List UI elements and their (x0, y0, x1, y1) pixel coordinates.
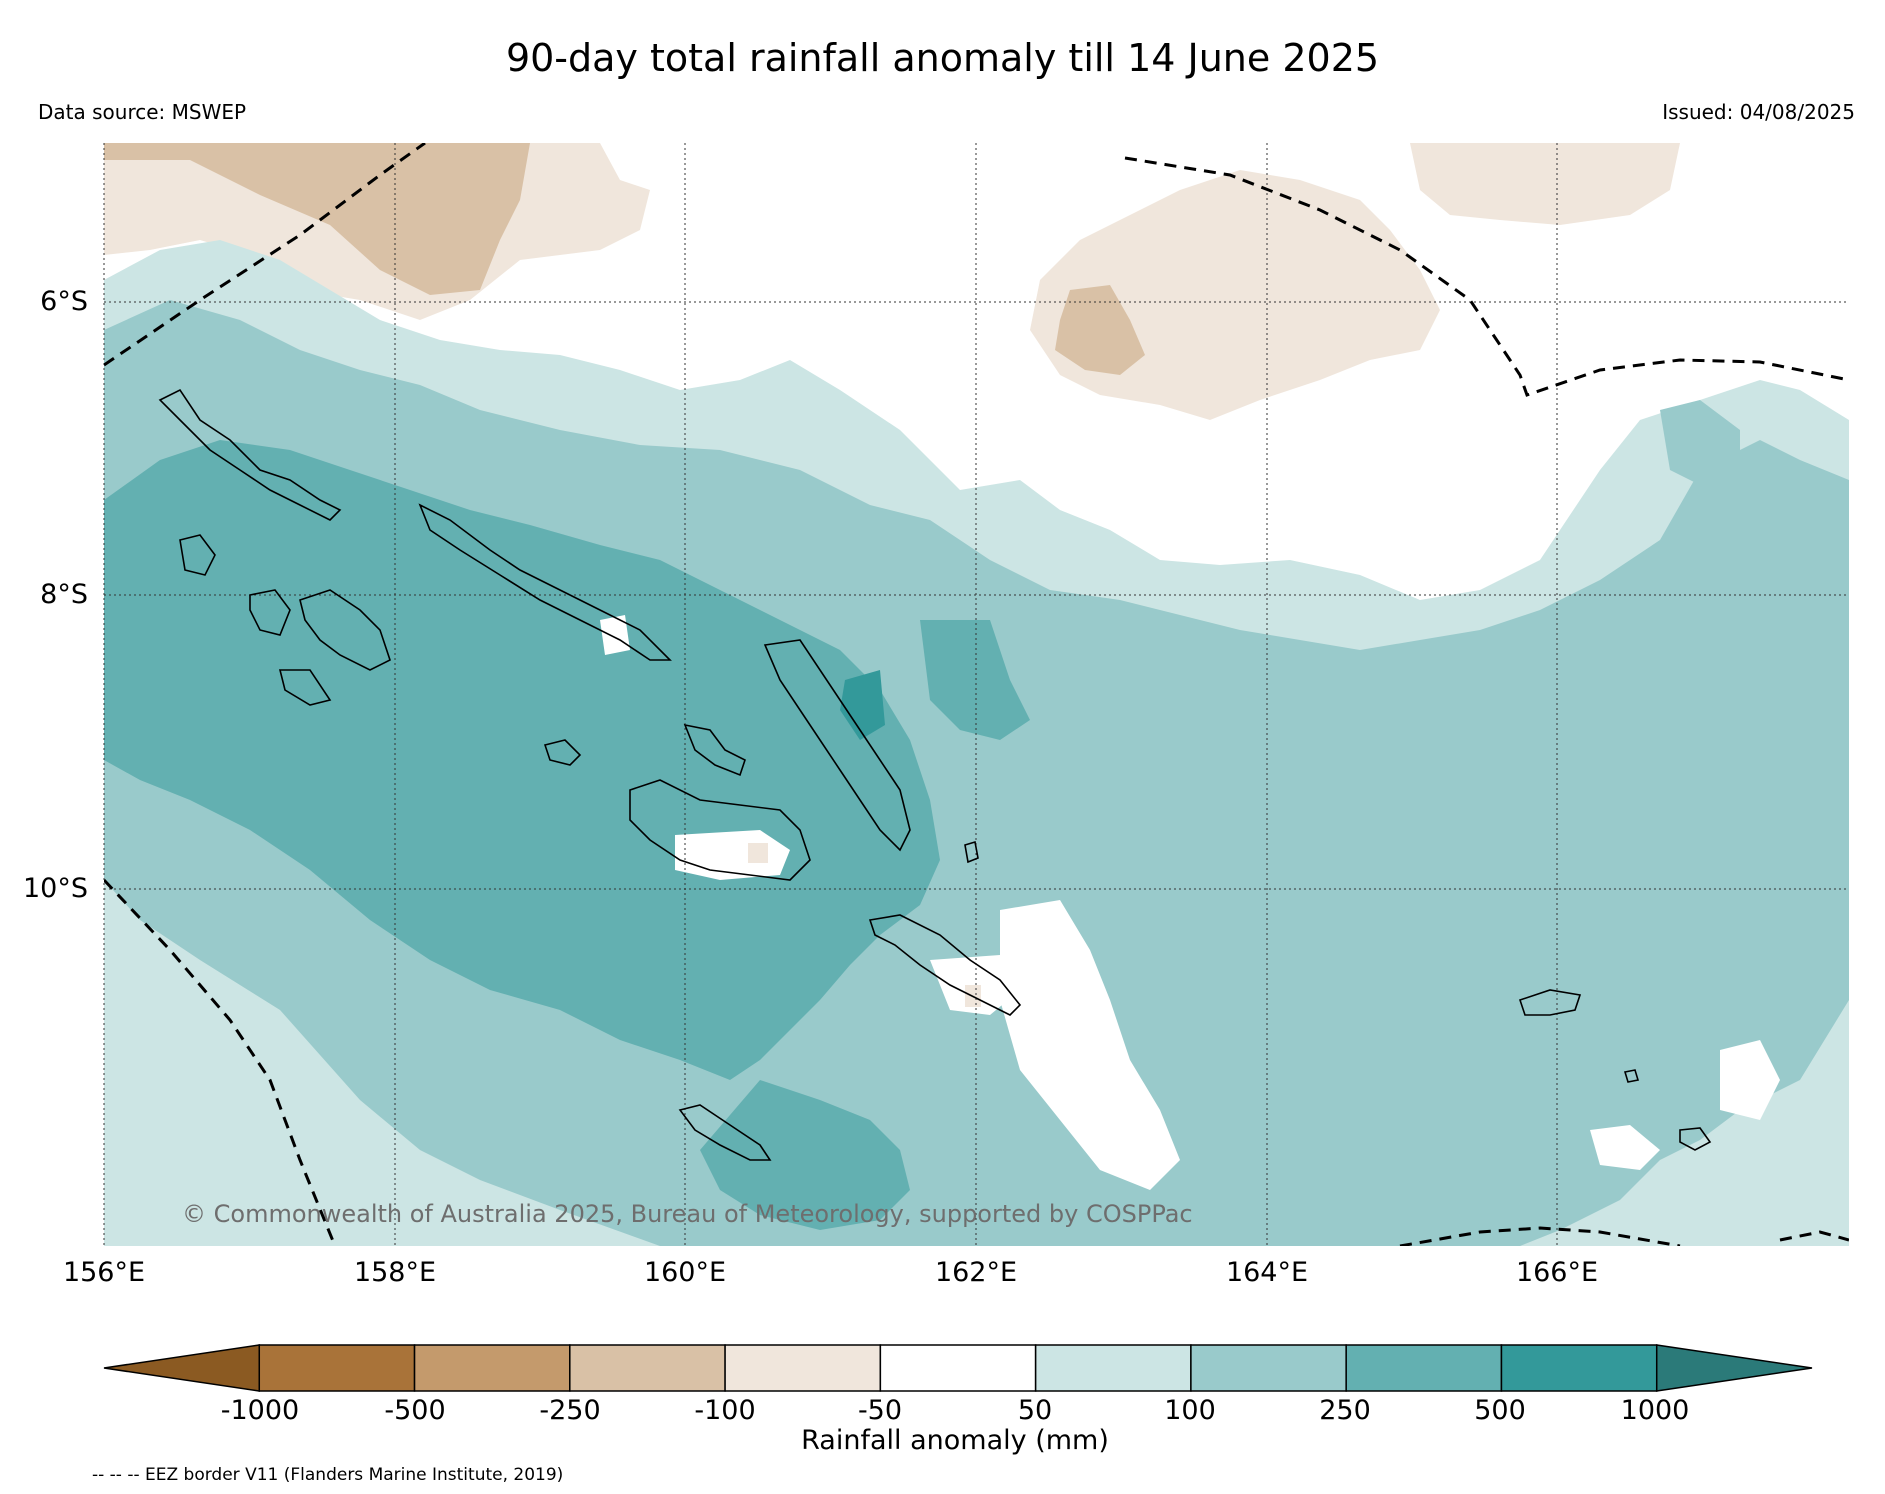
island-temotu-south (1679, 1127, 1712, 1151)
colorbar-segment-6 (1034, 1344, 1192, 1392)
low-anomaly-pocket-east (1720, 1040, 1780, 1120)
lat-label-10s: 10°S (23, 873, 88, 904)
island-shortlands (179, 534, 216, 576)
colorbar-segment-5 (879, 1344, 1037, 1392)
colorbar-title: Rainfall anomaly (mm) (801, 1425, 1109, 1456)
island-rendova (278, 669, 332, 706)
eez-borders (104, 143, 1849, 1246)
anomaly-field (104, 143, 1849, 1246)
colorbar-label-50: 50 (1017, 1395, 1053, 1426)
eez-border-north-east (1124, 156, 1849, 397)
lat-label-6s: 6°S (40, 286, 88, 317)
gridlines (103, 143, 1849, 1246)
island-santa-cruz (1518, 989, 1582, 1016)
colorbar-label-minus-1000: -1000 (220, 1395, 300, 1426)
island-florida (683, 723, 746, 777)
lon-label-160e: 160°E (643, 1257, 727, 1288)
lon-label-156e: 156°E (62, 1257, 146, 1288)
colorbar-label-minus-100: -100 (694, 1395, 756, 1426)
colorbar-segment-8 (1345, 1344, 1503, 1392)
dry-region-core-north-central (1055, 285, 1145, 375)
issued-date-label: Issued: 04/08/2025 (1662, 100, 1855, 124)
colorbar-segment-9 (1500, 1344, 1658, 1392)
island-duff (1623, 1069, 1640, 1083)
colorbar-label-minus-50: -50 (857, 1395, 903, 1426)
lon-label-162e: 162°E (934, 1257, 1018, 1288)
island-rennell (678, 1104, 772, 1161)
island-guadalcanal (629, 779, 811, 881)
dry-pocket-guadalcanal (748, 843, 768, 863)
low-anomaly-pocket-south-central (1000, 900, 1180, 1190)
low-anomaly-pocket-south-east (1590, 1125, 1660, 1170)
colorbar-segment-2 (413, 1344, 571, 1392)
coastlines (158, 388, 1712, 1161)
eez-border-south-west (104, 878, 337, 1246)
island-ulawa (964, 840, 979, 864)
eez-legend-note: -- -- -- EEZ border V11 (Flanders Marine… (92, 1465, 564, 1485)
wet-region-over-250mm-south (700, 1080, 910, 1230)
island-malaita (763, 639, 911, 852)
colorbar-label-100: 100 (1164, 1395, 1216, 1426)
wet-region-over-500mm (840, 670, 885, 740)
dry-region-north-east (1410, 143, 1680, 225)
island-makira (868, 914, 1022, 1016)
eez-border-south-east (1399, 1226, 1681, 1246)
wet-region-over-100mm-east (1660, 400, 1740, 490)
colorbar-label-minus-250: -250 (539, 1395, 601, 1426)
colorbar-extend-low (103, 1344, 261, 1392)
colorbar-segment-7 (1190, 1344, 1347, 1392)
island-santa-isabel (418, 503, 672, 661)
wet-region-over-250mm-central (920, 620, 1030, 740)
lon-label-166e: 166°E (1515, 1257, 1599, 1288)
lat-label-8s: 8°S (40, 579, 88, 610)
island-russell (543, 739, 582, 766)
copyright-credit: © Commonwealth of Australia 2025, Bureau… (182, 1200, 1193, 1228)
low-anomaly-pocket-new-georgia (600, 615, 630, 655)
colorbar-segment-3 (569, 1344, 726, 1392)
island-choiseul-west (249, 589, 291, 636)
colorbar-label-1000: 1000 (1620, 1395, 1690, 1426)
lon-label-158e: 158°E (353, 1257, 437, 1288)
colorbar (103, 1344, 1813, 1392)
colorbar-segment-1 (258, 1344, 416, 1392)
colorbar-label-500: 500 (1474, 1395, 1526, 1426)
page-title: 90-day total rainfall anomaly till 14 Ju… (505, 36, 1380, 80)
island-bougainville (158, 388, 342, 521)
colorbar-segment-4 (724, 1344, 882, 1392)
data-source-label: Data source: MSWEP (38, 100, 247, 124)
colorbar-extend-high (1655, 1344, 1813, 1392)
dry-region-core-north-west (104, 143, 530, 295)
island-new-georgia (299, 589, 391, 671)
wet-region-over-250mm (104, 440, 940, 1080)
lon-label-164e: 164°E (1225, 1257, 1309, 1288)
colorbar-label-250: 250 (1319, 1395, 1371, 1426)
colorbar-label-minus-500: -500 (384, 1395, 446, 1426)
eez-border-far-south-east (1779, 1230, 1849, 1242)
